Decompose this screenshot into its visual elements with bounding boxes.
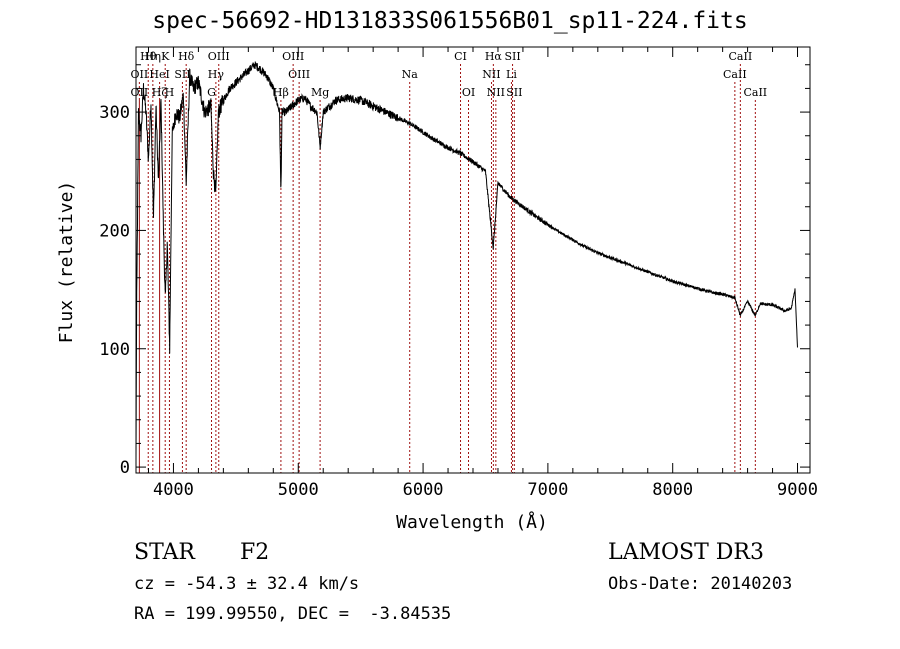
line-marker-label: NII [487, 86, 505, 99]
x-tick-label: 6000 [403, 480, 444, 500]
x-axis-label: Wavelength (Å) [396, 511, 548, 533]
survey-name: LAMOST DR3 [608, 540, 764, 565]
line-marker-label: G [207, 86, 216, 99]
line-marker-label: Hθ [140, 50, 157, 63]
line-marker-label: Hζ [152, 86, 168, 99]
chart-title: spec-56692-HD131833S061556B01_sp11-224.f… [152, 8, 748, 34]
observation-date: Obs-Date: 20140203 [608, 574, 793, 594]
line-marker-label: OIII [208, 50, 230, 63]
line-marker-label: CaII [729, 50, 753, 63]
x-tick-label: 8000 [652, 480, 693, 500]
x-tick-label: 5000 [278, 480, 319, 500]
coordinates: RA = 199.99550, DEC = -3.84535 [134, 604, 452, 624]
y-tick-label: 0 [120, 458, 130, 478]
line-marker-label: CI [454, 50, 467, 63]
line-marker-label: Hβ [273, 86, 289, 99]
line-marker-label: SII [174, 68, 190, 81]
line-marker-label: Hα [485, 50, 503, 63]
x-tick-label: 9000 [777, 480, 818, 500]
line-marker-label: SII [506, 86, 522, 99]
x-tick-label: 4000 [153, 480, 194, 500]
redshift-cz: cz = -54.3 ± 32.4 km/s [134, 574, 360, 594]
line-marker-label: K [161, 50, 170, 63]
line-marker-label: NII [482, 68, 500, 81]
line-marker-label: CaII [723, 68, 747, 81]
object-class: STAR [134, 540, 195, 565]
axes: 4000 5000 6000 7000 8000 9000 0 100 200 300 [99, 46, 818, 500]
line-marker-label: Mg [311, 86, 329, 99]
y-tick-label: 100 [99, 340, 130, 360]
line-marker-label: Na [402, 68, 419, 81]
line-marker-label: HeI [149, 68, 169, 81]
x-tick-label: 7000 [527, 480, 568, 500]
line-marker-label: Hγ [208, 68, 225, 81]
plot-frame [135, 46, 811, 474]
spectrum-line [135, 61, 798, 459]
line-marker-label: Hδ [178, 50, 195, 63]
y-tick-label: 200 [99, 221, 130, 241]
line-marker-label: OIII [288, 68, 310, 81]
line-marker-label: CaII [743, 86, 767, 99]
line-marker-label: OIII [282, 50, 304, 63]
line-marker-label: OI [462, 86, 475, 99]
y-tick-label: 300 [99, 103, 130, 123]
line-marker-label: Li [506, 68, 517, 81]
y-axis-label: Flux (relative) [56, 181, 77, 344]
line-marker-label: SII [504, 50, 520, 63]
object-subclass: F2 [240, 540, 270, 565]
line-marker-label: OII [131, 68, 149, 81]
line-marker-label: H [165, 86, 175, 99]
line-marker-label: Hη [145, 50, 161, 63]
